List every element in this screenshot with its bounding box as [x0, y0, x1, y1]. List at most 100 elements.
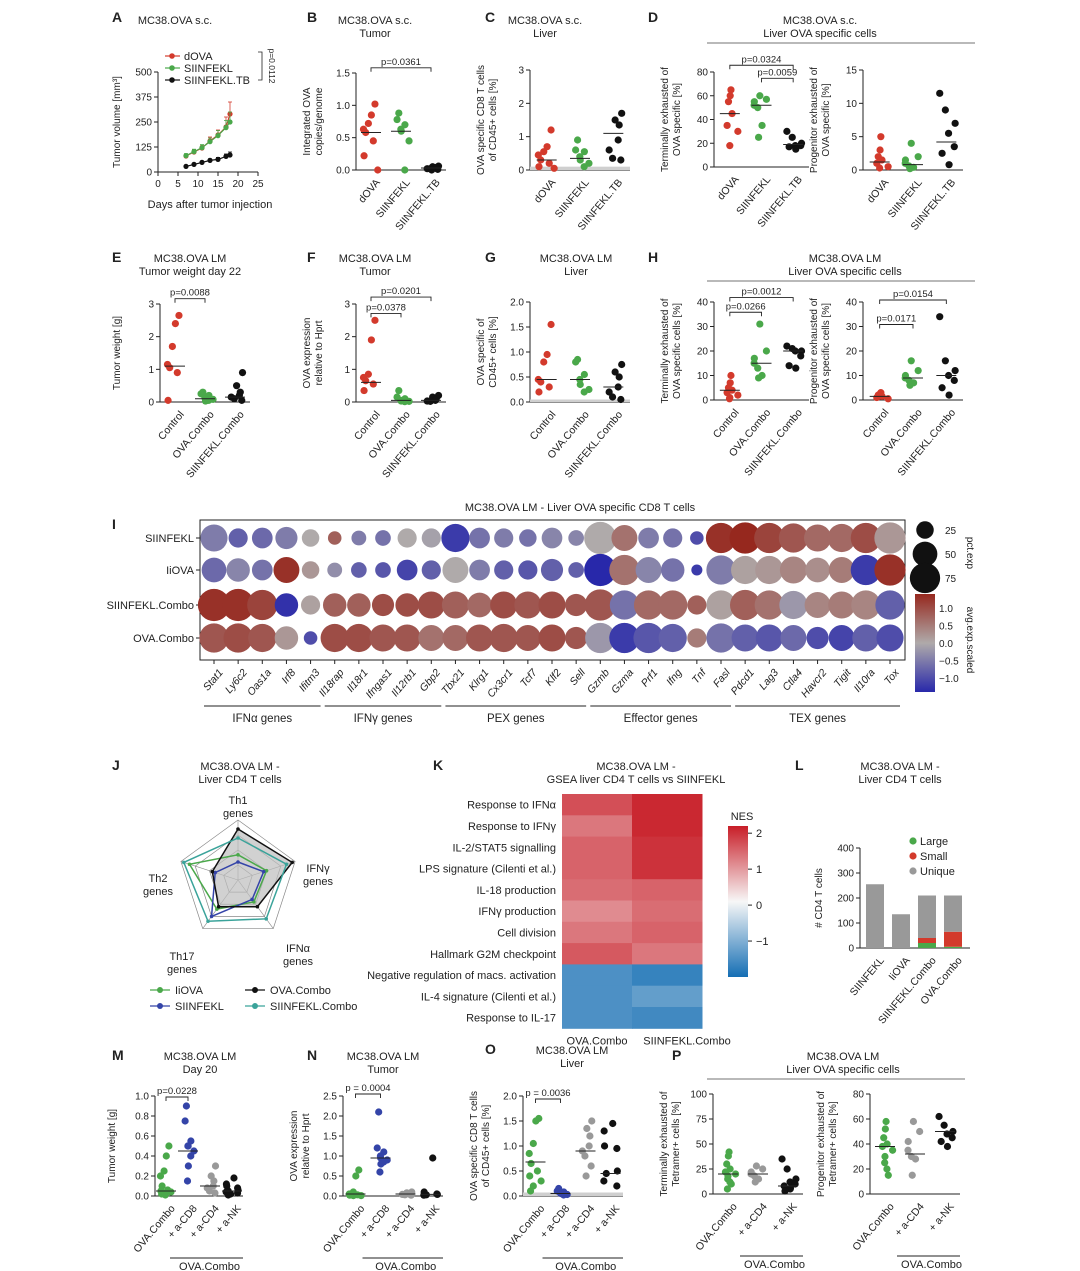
y-axis-label: OVA specific CD8 T cells [469, 1091, 480, 1201]
y-tick-label: 2 [148, 332, 154, 343]
legend-label: Small [920, 851, 948, 863]
y-tick-label: 1.0 [510, 348, 524, 359]
group-label: OVA.Combo [179, 1261, 240, 1271]
y-tick-label: 60 [853, 1115, 865, 1126]
data-point [364, 119, 372, 128]
gene-label: Ifng [664, 667, 685, 688]
radar-point [264, 868, 269, 873]
gene-label: Tnf [690, 666, 710, 686]
heatmap-cell [562, 879, 633, 901]
expression-dot [876, 624, 904, 652]
x-tick-label: Control [156, 409, 187, 443]
legend-marker [169, 77, 175, 83]
expression-dot [609, 590, 640, 620]
expression-dot [729, 589, 761, 621]
data-point [724, 1152, 732, 1160]
axis-label: genes [223, 808, 253, 820]
panel-title: MC38.OVA s.c. [338, 15, 412, 27]
data-point [881, 1125, 889, 1133]
legend-marker [909, 852, 917, 860]
data-point [207, 139, 213, 145]
y-tick-label: 40 [846, 298, 858, 309]
data-point [752, 1162, 761, 1170]
y-tick-label: 10 [846, 371, 858, 382]
panel-letter: L [795, 757, 804, 773]
y-tick-label: 2 [518, 99, 524, 110]
y-tick-label: 50 [696, 1140, 708, 1151]
panel-title: Tumor weight day 22 [139, 266, 241, 278]
expression-dot [351, 562, 367, 578]
y-axis-label: relative to Hprt [314, 320, 325, 385]
row-label: SIINFEKL.Combo [107, 600, 194, 612]
data-point [357, 1192, 365, 1200]
data-point [207, 157, 213, 163]
y-tick-label: 1.0 [503, 1142, 517, 1153]
panel-title: MC38.OVA LM [809, 253, 882, 265]
expression-dot [609, 554, 640, 586]
y-tick-label: 100 [837, 919, 854, 930]
size-legend-dot [909, 562, 941, 594]
data-point [360, 386, 368, 395]
expression-dot [755, 624, 783, 652]
data-point [781, 1187, 789, 1195]
expression-dot [490, 591, 518, 619]
data-point [576, 156, 584, 164]
heatmap-cell [562, 1007, 633, 1029]
expression-dot [850, 522, 882, 554]
data-point [725, 395, 734, 403]
x-tick-label: Control [528, 409, 559, 443]
y-tick-label: 1.5 [323, 1132, 337, 1143]
gene-label: Il10ra [852, 667, 878, 695]
data-point [950, 143, 958, 151]
data-point [615, 373, 623, 381]
size-legend-title: pct.exp [964, 537, 975, 570]
expression-dot [228, 528, 248, 548]
row-label: IiOVA [166, 565, 195, 577]
data-point [588, 1117, 596, 1125]
heatmap-cell [632, 879, 703, 901]
radar-point [213, 870, 217, 875]
y-tick-label: 60 [697, 91, 709, 102]
expression-dot [584, 521, 617, 555]
legend-marker [169, 53, 175, 59]
expression-dot [223, 623, 253, 653]
y-tick-label: 1 [148, 365, 154, 376]
y-tick-label: 0.0 [135, 1192, 149, 1203]
panel-title: Liver [533, 28, 557, 40]
expression-dot [538, 624, 566, 652]
size-legend-label: 25 [945, 526, 957, 537]
row-label: IFNγ production [478, 906, 556, 918]
y-axis-label: Progenitor exhausted of [809, 67, 820, 173]
gene-label: Stat1 [201, 667, 226, 694]
significance-bracket [165, 1096, 189, 1101]
radar-grid [180, 819, 296, 929]
radar-point [236, 827, 240, 831]
significance-bracket [258, 51, 263, 81]
data-point [373, 1144, 381, 1152]
data-point [613, 1182, 621, 1190]
data-point [618, 109, 626, 117]
data-point [580, 148, 588, 156]
data-point [950, 376, 958, 384]
expression-dot [467, 592, 492, 618]
data-point [881, 1159, 889, 1167]
data-point [434, 165, 442, 173]
panel-letter: N [307, 1047, 317, 1063]
legend-marker [909, 867, 917, 875]
panel-title: Day 20 [183, 1064, 218, 1076]
legend-marker [157, 987, 163, 993]
expression-dot [778, 523, 809, 553]
data-point [723, 121, 731, 130]
x-tick-label: 20 [232, 179, 244, 190]
legend-label: Large [920, 836, 948, 848]
radar-point [255, 904, 260, 909]
expression-dot [351, 530, 367, 546]
expression-dot [442, 625, 469, 651]
data-point [797, 352, 805, 360]
radar-series [211, 827, 294, 908]
data-point [525, 1149, 533, 1158]
gene-group-label: IFNα genes [232, 713, 292, 725]
data-point [600, 1127, 608, 1135]
data-point [785, 362, 793, 370]
color-legend-bar [915, 594, 935, 692]
